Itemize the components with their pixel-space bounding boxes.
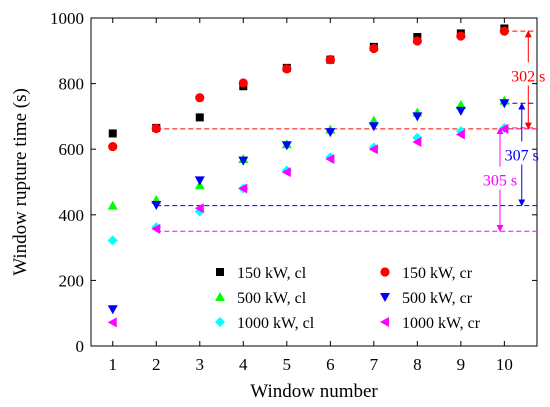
data-point	[455, 99, 466, 109]
data-point	[107, 200, 118, 210]
x-tick-label: 10	[496, 355, 513, 374]
x-tick-label: 3	[196, 355, 205, 374]
data-point	[238, 156, 249, 166]
data-point	[368, 122, 379, 132]
x-tick-label: 1	[109, 355, 118, 374]
annotation-label: 302 s	[511, 68, 545, 85]
legend-marker	[216, 268, 224, 276]
legend-marker	[380, 293, 390, 302]
legend-label: 150 kW, cl	[237, 265, 307, 282]
data-point	[195, 113, 204, 122]
data-point	[325, 55, 335, 65]
data-point	[412, 36, 422, 46]
plot-area-frame	[90, 17, 538, 347]
legend-marker	[215, 292, 225, 301]
data-point	[412, 112, 423, 122]
data-point	[281, 141, 292, 151]
data-point	[499, 99, 510, 109]
data-point	[369, 43, 379, 54]
data-point	[238, 78, 248, 88]
data-point	[107, 317, 117, 328]
data-point	[108, 141, 118, 152]
y-tick-label: 200	[59, 271, 85, 290]
data-point	[499, 26, 509, 36]
data-point	[282, 64, 292, 74]
legend-label: 500 kW, cl	[237, 290, 307, 307]
y-axis-label: Window rupture time (s)	[10, 88, 31, 276]
y-tick-label: 0	[76, 337, 85, 356]
x-tick-label: 9	[457, 355, 466, 374]
legend-marker	[380, 267, 390, 277]
legend-label: 150 kW, cr	[402, 265, 473, 282]
x-tick-label: 7	[370, 355, 379, 374]
data-point	[107, 305, 118, 315]
data-point	[455, 129, 465, 140]
y-tick-label: 800	[59, 75, 85, 94]
legend-label: 1000 kW, cr	[402, 315, 481, 332]
data-point	[151, 223, 161, 234]
data-point	[281, 167, 291, 178]
data-point	[194, 203, 204, 214]
data-point	[325, 154, 335, 165]
data-point	[368, 144, 378, 155]
data-point	[325, 128, 336, 138]
data-point	[194, 176, 205, 186]
data-point	[151, 200, 162, 210]
y-tick-label: 400	[59, 206, 85, 225]
data-point	[412, 136, 422, 147]
legend-marker	[380, 317, 389, 327]
data-point	[499, 123, 509, 134]
legend-marker	[215, 317, 225, 327]
x-tick-label: 2	[152, 355, 161, 374]
y-tick-label: 600	[59, 140, 85, 159]
data-point	[107, 235, 118, 246]
legend-label: 1000 kW, cl	[237, 315, 315, 332]
legend-label: 500 kW, cr	[402, 290, 473, 307]
data-point	[456, 31, 466, 41]
data-point	[455, 106, 466, 116]
x-tick-label: 8	[413, 355, 422, 374]
annotation-label: 305 s	[483, 173, 517, 190]
data-point	[151, 123, 161, 134]
x-tick-label: 5	[283, 355, 292, 374]
x-axis-label: Window number	[250, 381, 378, 402]
data-point	[238, 183, 248, 194]
data-point	[108, 129, 117, 138]
y-tick-label: 1000	[50, 9, 84, 28]
data-point	[195, 93, 205, 103]
x-tick-label: 6	[326, 355, 335, 374]
x-tick-label: 4	[239, 355, 248, 374]
annotation-label: 307 s	[505, 147, 539, 164]
